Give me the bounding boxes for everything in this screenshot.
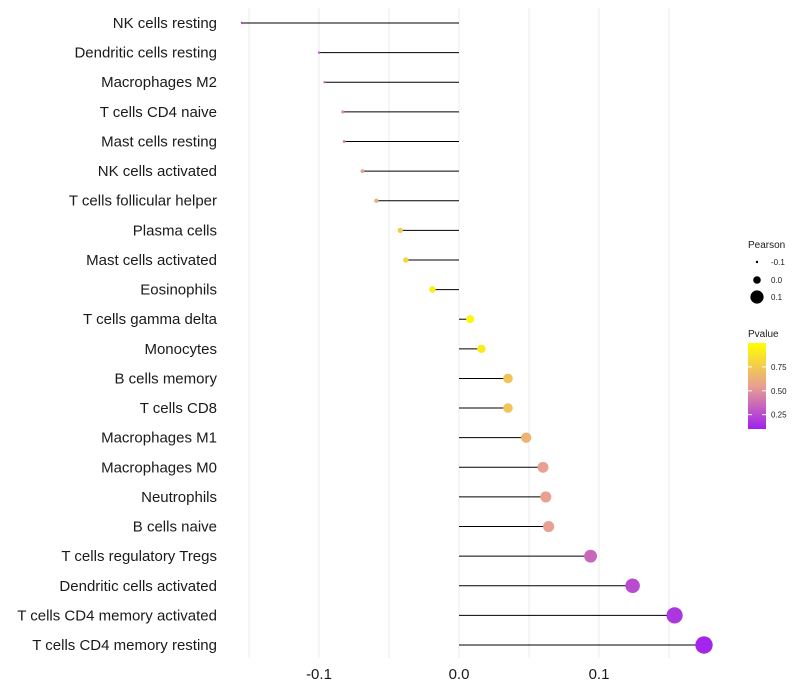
points: [240, 21, 713, 654]
data-point: [403, 257, 409, 263]
data-point: [240, 21, 244, 25]
data-point: [323, 81, 326, 84]
legend-size-title: Pearson: [748, 240, 785, 251]
data-point: [342, 139, 346, 143]
legend-size-dot: [753, 276, 761, 284]
legend-size-dot: [750, 290, 764, 304]
legend-color-title: Pvalue: [748, 329, 779, 340]
category-labels: NK cells resting Dendritic cells resting M…: [17, 15, 217, 654]
category-label: T cells CD4 memory resting: [32, 637, 217, 654]
data-point: [397, 227, 403, 233]
data-point: [317, 51, 321, 54]
data-point: [429, 286, 436, 293]
category-label: Dendritic cells activated: [59, 578, 217, 595]
legend-size-label: -0.1: [771, 258, 785, 267]
legend-colorbar: [748, 343, 766, 429]
legend-color-ticks: 0.75 0.50 0.25: [748, 363, 787, 420]
data-point: [374, 198, 379, 203]
legend-size-dot: [755, 260, 759, 264]
legend-color-tick-label: 0.50: [771, 387, 787, 396]
category-label: Macrophages M2: [101, 74, 217, 91]
category-label: B cells memory: [114, 370, 217, 387]
data-point: [695, 636, 713, 654]
data-point: [521, 432, 532, 443]
category-label: T cells follicular helper: [69, 193, 217, 210]
data-point: [503, 373, 513, 384]
data-point: [543, 520, 555, 533]
grid-lines: [248, 8, 670, 658]
category-label: T cells CD4 memory activated: [17, 607, 217, 624]
data-point: [537, 461, 549, 473]
legend-color-tick-label: 0.25: [771, 411, 787, 420]
x-axis-ticks: -0.1 0.0 0.1: [306, 666, 609, 683]
legend: Pearson -0.1 0.0 0.1 Pvalue 0.75 0.50 0.25: [748, 240, 787, 429]
category-label: T cells regulatory Tregs: [61, 548, 217, 565]
x-tick-label: 0.1: [589, 666, 610, 683]
data-point: [466, 315, 475, 324]
data-point: [341, 110, 345, 114]
x-tick-label: -0.1: [306, 666, 332, 683]
category-label: Plasma cells: [133, 222, 217, 239]
legend-size-label: 0.0: [771, 276, 783, 285]
category-label: NK cells resting: [113, 15, 217, 32]
category-label: B cells naive: [133, 519, 217, 536]
category-label: Dendritic cells resting: [74, 45, 217, 62]
legend-color-tick-label: 0.75: [771, 363, 787, 372]
category-label: T cells CD4 naive: [100, 104, 217, 121]
data-point: [477, 344, 486, 354]
category-label: Monocytes: [144, 341, 217, 358]
category-label: Mast cells resting: [101, 133, 217, 150]
data-point: [584, 549, 598, 563]
category-label: Macrophages M1: [101, 430, 217, 447]
category-label: NK cells activated: [98, 163, 217, 180]
legend-size-label: 0.1: [771, 293, 783, 302]
x-tick-label: 0.0: [449, 666, 470, 683]
category-label: Mast cells activated: [86, 252, 217, 269]
data-point: [360, 169, 365, 173]
stems: [242, 22, 704, 646]
category-label: T cells gamma delta: [83, 311, 218, 328]
category-label: Neutrophils: [141, 489, 217, 506]
data-point: [540, 491, 552, 503]
data-point: [666, 607, 683, 624]
category-label: Macrophages M0: [101, 459, 217, 476]
category-label: T cells CD8: [140, 400, 217, 417]
data-point: [503, 403, 513, 413]
legend-size-entries: -0.1 0.0 0.1: [750, 258, 785, 304]
category-label: Eosinophils: [140, 282, 217, 299]
data-point: [625, 578, 640, 594]
